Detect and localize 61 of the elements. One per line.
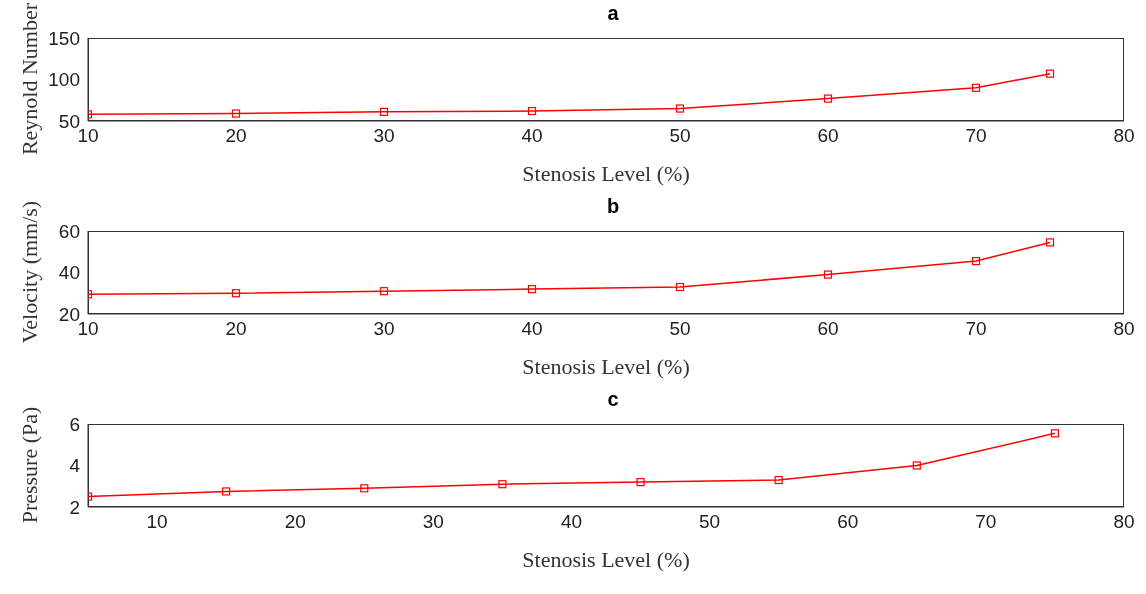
y-tick-label: 20 [58,303,80,325]
y-tick-label: 40 [58,262,80,284]
x-tick-label: 50 [699,511,721,533]
y-tick-label: 4 [69,455,81,477]
x-tick-label: 40 [521,318,543,340]
point [498,480,507,489]
y-axis-title: Pressure (Pa) [17,406,43,524]
x-tick-label: 60 [837,511,859,533]
point [971,83,981,92]
chart-title: b [606,195,620,217]
x-tick-label: 40 [560,511,583,533]
y-axis-title: Velocity (mm/s) [17,200,43,344]
point [1045,69,1055,78]
x-tick-label: 30 [373,318,395,340]
x-tick-label: 40 [521,125,543,147]
x-tick-label: 70 [965,318,987,340]
point [231,109,241,118]
chart-title: a [607,2,619,24]
x-tick-label: 80 [1113,125,1135,147]
x-tick-label: 60 [817,318,839,340]
point [527,285,537,294]
point [222,487,231,496]
point [527,106,537,116]
x-axis-title: Stenosis Level (%) [522,547,690,572]
y-tick-label: 6 [69,413,80,435]
x-axis-title: Stenosis Level (%) [522,354,690,379]
point [379,107,389,116]
point [636,478,645,487]
x-tick-label: 80 [1113,511,1135,533]
point [912,461,921,470]
x-tick-label: 50 [669,125,691,147]
point [675,104,685,113]
point [360,484,369,493]
y-tick-label: 60 [58,220,80,242]
point [823,270,833,279]
x-tick-label: 80 [1113,318,1135,340]
y-tick-label: 50 [58,110,80,132]
point [1050,429,1060,438]
x-tick-label: 30 [422,511,444,533]
x-tick-label: 30 [373,125,395,147]
x-tick-label: 20 [225,125,247,147]
point [774,475,783,485]
point [1045,238,1055,247]
x-tick-label: 70 [965,125,987,147]
x-axis-title: Stenosis Level (%) [522,161,690,186]
y-tick-label: 100 [48,69,80,91]
x-tick-label: 60 [817,125,839,147]
point [231,289,241,298]
x-tick-label: 10 [146,511,168,533]
y-tick-label: 150 [48,27,80,49]
point [379,287,389,296]
point [675,282,685,292]
y-tick-label: 2 [69,496,80,518]
y-axis-title: Reynold Number [17,2,43,156]
x-tick-label: 20 [225,318,247,340]
x-tick-label: 50 [669,318,691,340]
point [971,256,981,266]
x-tick-label: 20 [284,511,306,533]
chart-title: c [607,388,619,410]
x-tick-label: 70 [975,511,997,533]
point [823,94,833,103]
